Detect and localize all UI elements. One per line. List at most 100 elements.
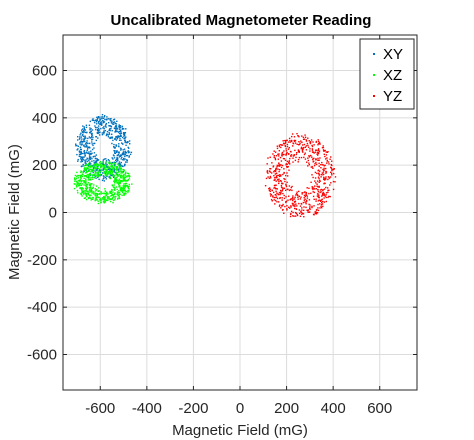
data-point [123,132,126,134]
chart-title: Uncalibrated Magnetometer Reading [111,12,372,29]
data-point [102,162,104,164]
data-point [110,126,113,128]
data-point [86,195,88,198]
data-point [318,196,320,198]
data-point [115,178,117,180]
data-point [120,186,123,189]
data-point [320,200,322,202]
data-point [304,195,306,198]
data-point [96,118,98,121]
data-point [308,199,311,201]
data-point [113,123,115,125]
data-point [108,171,111,173]
data-point [287,199,289,201]
data-point [80,132,82,134]
data-point [123,154,125,156]
data-point [94,120,96,122]
data-point [103,197,105,199]
data-point [330,163,332,166]
data-point [113,155,115,157]
data-point [268,177,271,179]
data-point [124,173,127,175]
data-point [269,156,271,158]
data-point [330,167,332,169]
data-point [325,154,328,156]
data-point [99,123,102,126]
data-point [116,166,119,169]
data-point [294,139,297,142]
data-point [89,120,91,123]
data-point [276,177,278,179]
data-point [106,116,108,118]
data-point [124,185,127,187]
data-point [79,187,82,189]
data-point [303,209,305,211]
data-point [272,196,274,198]
data-point [289,199,291,201]
data-point [283,197,286,200]
data-point [100,121,102,123]
data-point [267,172,269,174]
data-point [96,194,98,196]
data-point [294,204,296,206]
data-point [94,163,96,166]
data-point [76,182,78,184]
data-point [278,182,280,185]
data-point [75,185,78,187]
data-point [305,203,307,205]
data-point [317,203,319,206]
data-point [104,164,106,166]
data-point [271,162,273,164]
data-point [300,147,302,150]
data-point [323,192,325,195]
data-point [104,166,106,168]
data-point [107,165,109,168]
data-point [102,175,105,177]
data-point [276,197,279,200]
data-point [331,169,333,172]
data-point [102,131,105,133]
data-point [120,158,122,160]
data-point [85,144,87,146]
data-point [300,156,303,159]
data-point [100,193,102,195]
data-point [105,134,108,137]
data-point [91,133,93,135]
data-point [88,136,91,138]
data-point [80,170,83,173]
data-point [118,192,121,194]
data-point [288,169,290,171]
data-point [116,182,118,184]
data-point [128,183,130,186]
data-point [282,157,285,160]
data-point [303,146,305,149]
data-point [116,163,119,165]
data-point [290,140,293,142]
data-point [120,189,123,192]
data-point [273,179,275,181]
data-point [89,173,92,175]
data-point [111,136,113,138]
data-point [323,194,325,196]
data-point [293,136,296,138]
data-point [298,141,300,143]
data-point [296,214,299,217]
data-point [268,187,270,190]
data-point [305,193,307,196]
data-point [266,163,268,165]
data-point [116,135,118,138]
data-point [95,175,97,177]
data-point [115,145,117,147]
data-point [315,161,317,164]
data-point [124,174,126,176]
data-point [119,187,122,189]
data-point [116,120,118,122]
data-point [115,174,117,176]
data-point [323,182,326,184]
data-point [127,191,129,193]
data-point [85,178,87,180]
data-point [313,187,315,189]
data-point [323,188,326,190]
data-point [107,159,110,161]
data-point [124,151,127,154]
